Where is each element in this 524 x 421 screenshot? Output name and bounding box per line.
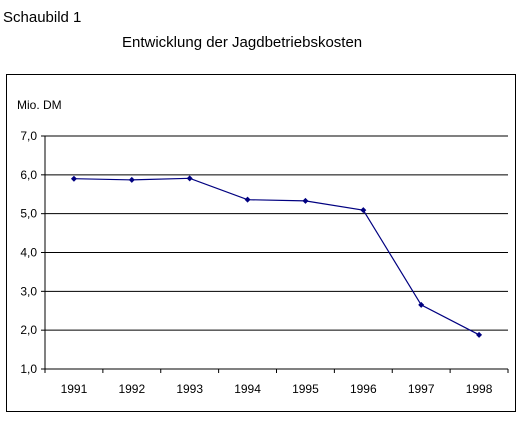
figure-label: Schaubild 1: [3, 9, 82, 26]
data-point: [244, 196, 251, 203]
x-tick-label: 1997: [408, 382, 435, 396]
y-axis-label: Mio. DM: [17, 98, 62, 112]
series-line: [73, 177, 480, 336]
y-tick-label: 5,0: [20, 207, 37, 221]
chart-title: Entwicklung der Jagdbetriebskosten: [122, 34, 363, 51]
data-point: [186, 175, 193, 182]
axes: [41, 135, 509, 373]
data-point: [70, 175, 77, 182]
y-tick-label: 3,0: [20, 284, 37, 298]
y-tick-label: 6,0: [20, 168, 37, 182]
y-tick-labels: 1,0 2,0 3,0 4,0 5,0 6,0 7,0: [20, 129, 37, 376]
y-tick-label: 4,0: [20, 246, 37, 260]
data-point: [360, 207, 367, 214]
y-tick-label: 2,0: [20, 323, 37, 337]
data-point: [476, 331, 483, 338]
data-point: [128, 176, 135, 183]
y-tick-label: 7,0: [20, 129, 37, 143]
y-tick-label: 1,0: [20, 362, 37, 376]
data-series: [70, 175, 483, 338]
data-point: [302, 197, 309, 204]
x-tick-label: 1998: [466, 382, 493, 396]
x-tick-label: 1994: [234, 382, 261, 396]
grid-lines: [45, 135, 508, 331]
chart-frame: [6, 74, 516, 412]
x-tick-label: 1995: [292, 382, 319, 396]
x-tick-labels: 1991 1992 1993 1994 1995 1996 1997 1998: [61, 382, 493, 396]
data-point: [418, 301, 425, 308]
x-tick-label: 1991: [61, 382, 88, 396]
x-tick-label: 1992: [118, 382, 145, 396]
x-tick-label: 1993: [176, 382, 203, 396]
x-tick-label: 1996: [350, 382, 377, 396]
